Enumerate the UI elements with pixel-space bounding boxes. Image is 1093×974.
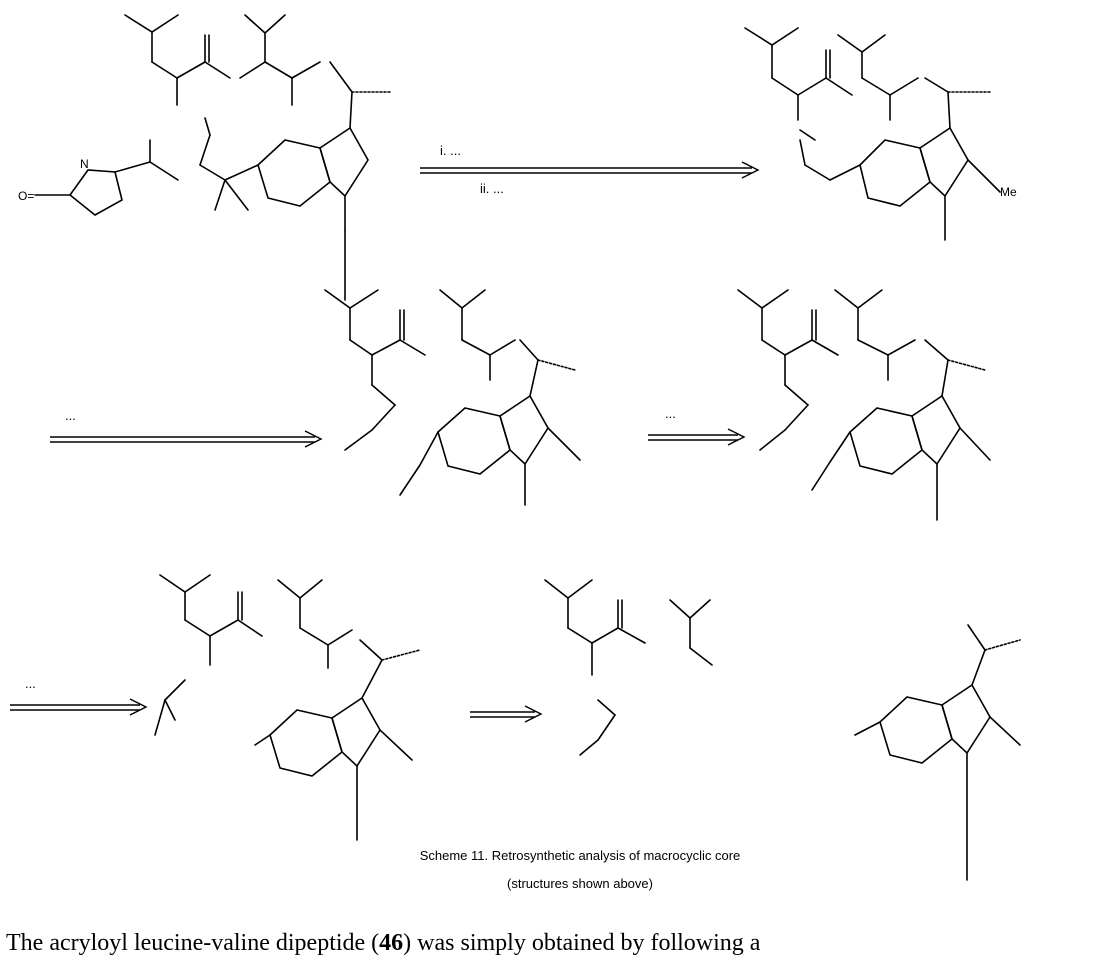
atom-label: Me [1000,185,1017,199]
structure-6b [854,624,1021,881]
step1-label-a: i. ... [440,143,461,158]
caption-line-2: (structures shown above) [507,876,653,891]
reaction-arrow-1: i. ... ii. ... [420,143,760,196]
caption-line-1: Scheme 11. Retrosynthetic analysis of ma… [419,848,741,863]
body-paragraph: The acryloyl leucine-valine dipeptide (4… [6,930,1091,957]
body-text-after: ) was simply obtained by following a [403,930,761,956]
atom-label: O= [18,189,34,203]
reaction-arrow-4: ... [10,676,148,716]
structure-4 [737,289,991,521]
step3-label: ... [665,406,676,421]
compound-number: 46 [379,930,404,956]
structure-5 [154,574,421,841]
body-text-before: The acryloyl leucine-valine dipeptide ( [6,930,380,956]
reaction-arrow-2: ... [50,408,323,448]
reaction-arrow-5 [470,705,543,723]
scheme-caption: Scheme 11. Retrosynthetic analysis of ma… [230,842,930,898]
step1-label-b: ii. ... [480,181,504,196]
atom-label: N [80,157,89,171]
reaction-arrow-3: ... [648,406,746,446]
step2-label: ... [65,408,76,423]
structure-2 [744,27,1001,241]
structure-1 [34,14,391,301]
step4-label: ... [25,676,36,691]
structure-3 [324,289,581,506]
structure-6a [544,579,713,756]
